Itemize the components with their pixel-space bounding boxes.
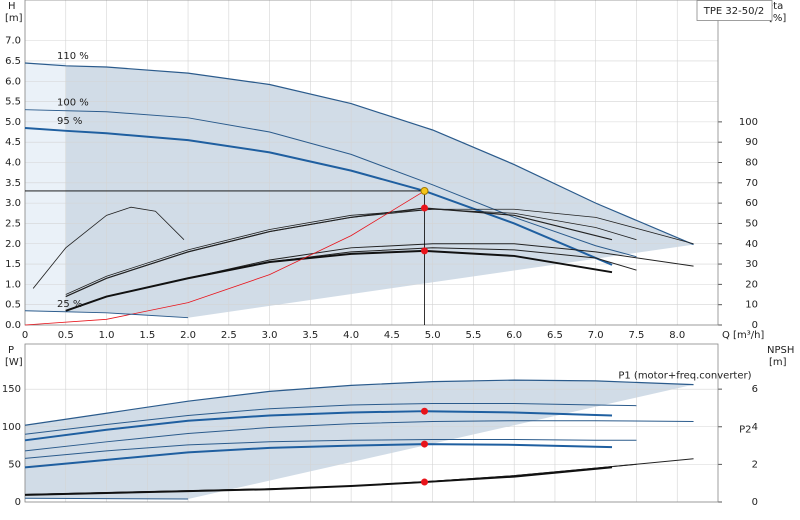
chart-title: TPE 32-50/2 — [703, 6, 764, 17]
y2-axis-label: NPSH — [767, 345, 794, 356]
curve — [65, 207, 613, 298]
y2-tick-label: 100 — [739, 117, 758, 128]
operating-range — [25, 62, 694, 318]
curve — [24, 466, 613, 496]
curve — [24, 62, 694, 246]
curve — [24, 410, 613, 442]
x-tick-label: 7.0 — [588, 330, 604, 341]
series-label: 110 % — [57, 51, 89, 62]
curve — [24, 420, 694, 452]
operating-point — [420, 204, 428, 212]
curve — [24, 310, 189, 319]
y-tick-label: 6.5 — [5, 56, 21, 67]
y-tick-label: 50 — [8, 459, 21, 470]
y-axis-label: H — [8, 1, 16, 12]
curve — [24, 443, 613, 469]
y2-tick-label: 6 — [752, 384, 758, 395]
operating-point — [420, 247, 428, 255]
curve — [24, 379, 694, 426]
x-tick-label: 5.5 — [465, 330, 481, 341]
x-tick-label: 4.0 — [343, 330, 359, 341]
curve — [24, 109, 637, 258]
y-tick-label: 100 — [2, 422, 21, 433]
y-tick-label: 5.0 — [5, 117, 21, 128]
y-tick-label: 5.5 — [5, 97, 21, 108]
series-label: 25 % — [57, 299, 82, 310]
series-label: P1 (motor+freq.converter) — [618, 371, 751, 382]
x-tick-label: 6.5 — [547, 330, 563, 341]
x-axis-label: Q [m³/h] — [722, 330, 764, 341]
y-tick-label: 1.0 — [5, 279, 21, 290]
y2-tick-label: 10 — [745, 300, 758, 311]
x-tick-label: 7.5 — [629, 330, 645, 341]
operating-range — [25, 380, 694, 499]
operating-point — [420, 478, 428, 486]
y2-axis-label: eta — [767, 1, 783, 12]
y2-tick-label: 0 — [752, 497, 758, 508]
operating-point — [420, 186, 429, 195]
y-tick-label: 0.0 — [5, 320, 21, 331]
x-tick-label: 4.5 — [384, 330, 400, 341]
curve — [24, 497, 189, 500]
operating-point — [420, 440, 428, 448]
y-tick-label: 150 — [2, 384, 21, 395]
y2-axis-unit: [m] — [769, 357, 787, 368]
y-tick-label: 2.5 — [5, 218, 21, 229]
y2-tick-label: 0 — [752, 320, 758, 331]
x-tick-label: 1.0 — [99, 330, 115, 341]
x-tick-label: 6.0 — [506, 330, 522, 341]
y2-tick-label: 4 — [752, 422, 758, 433]
y-tick-label: 1.5 — [5, 259, 21, 270]
y-tick-label: 3.0 — [5, 198, 21, 209]
y-tick-label: 2.0 — [5, 239, 21, 250]
y-tick-label: 4.5 — [5, 137, 21, 148]
x-tick-label: 0 — [22, 330, 28, 341]
y-tick-label: 7.0 — [5, 36, 21, 47]
y2-tick-label: 60 — [745, 198, 758, 209]
x-tick-label: 2.5 — [221, 330, 237, 341]
y-tick-label: 6.0 — [5, 76, 21, 87]
curve — [65, 249, 613, 312]
y2-tick-label: 40 — [745, 239, 758, 250]
y2-axis-unit: [%] — [769, 13, 786, 24]
y-tick-label: 0 — [15, 497, 21, 508]
x-tick-label: 3.0 — [262, 330, 278, 341]
y2-tick-label: 70 — [745, 178, 758, 189]
y2-tick-label: 2 — [752, 459, 758, 470]
x-tick-label: 3.5 — [302, 330, 318, 341]
x-tick-label: 5.0 — [425, 330, 441, 341]
x-tick-label: 2.0 — [180, 330, 196, 341]
low-flow-zone — [25, 62, 66, 311]
y2-tick-label: 90 — [745, 137, 758, 148]
y-tick-label: 4.0 — [5, 158, 21, 169]
series-label: 100 % — [57, 98, 89, 109]
operating-point — [420, 407, 428, 415]
curve — [24, 190, 425, 326]
x-tick-label: 0.5 — [58, 330, 74, 341]
title-box — [696, 0, 773, 21]
y2-tick-label: 50 — [745, 218, 758, 229]
curve — [24, 402, 637, 435]
plot-frame — [24, 343, 719, 503]
curve — [65, 208, 694, 295]
y-axis-unit: [W] — [5, 357, 23, 368]
y-tick-label: 3.5 — [5, 178, 21, 189]
series-label: P2 — [739, 424, 751, 435]
curve — [32, 206, 185, 289]
y2-tick-label: 80 — [745, 158, 758, 169]
plot-frame — [24, 0, 719, 326]
series-label: 95 % — [57, 116, 82, 127]
x-tick-label: 8.0 — [669, 330, 685, 341]
y2-tick-label: 20 — [745, 279, 758, 290]
x-tick-label: 1.5 — [139, 330, 155, 341]
curve — [24, 439, 637, 459]
y-axis-label: P — [8, 345, 14, 356]
y-tick-label: 0.5 — [5, 300, 21, 311]
y-axis-unit: [m] — [5, 13, 23, 24]
y2-tick-label: 30 — [745, 259, 758, 270]
